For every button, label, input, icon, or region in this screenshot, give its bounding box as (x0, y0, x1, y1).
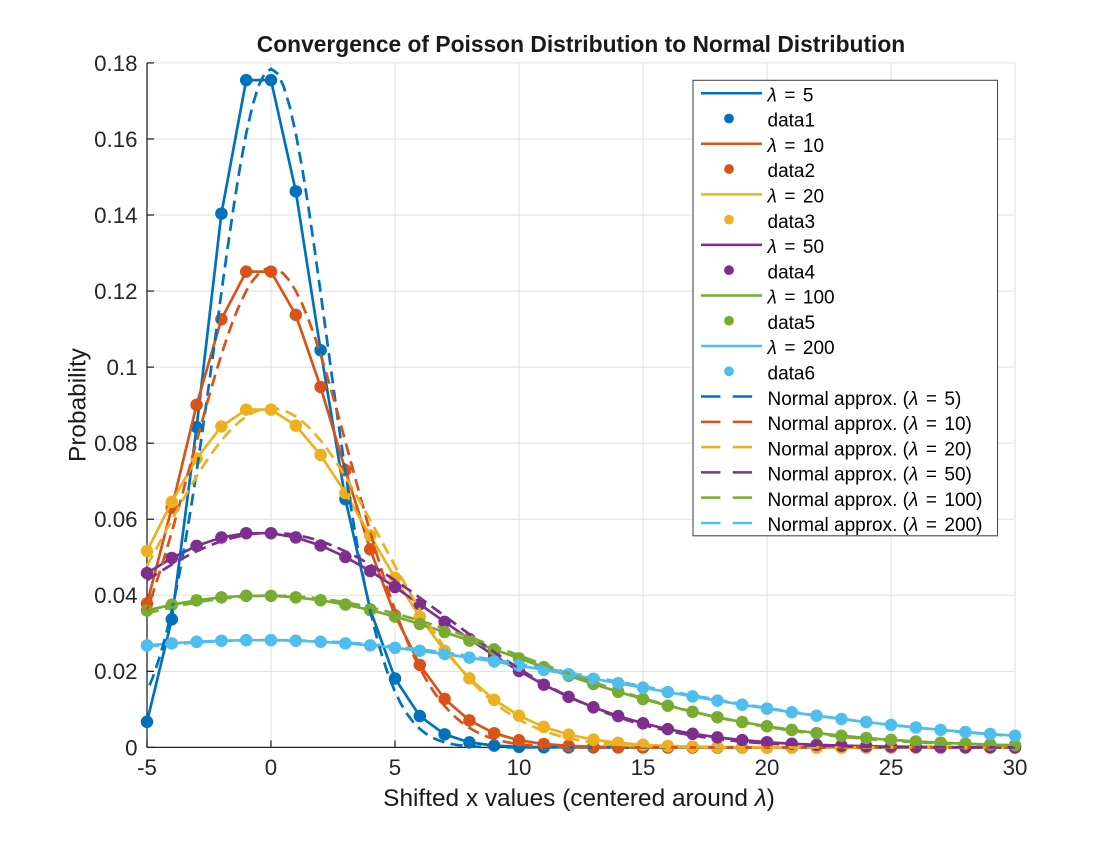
svg-text:Convergence of Poisson Distrib: Convergence of Poisson Distribution to N… (257, 31, 905, 57)
svg-text:λ = 100: λ = 100 (767, 288, 835, 309)
svg-text:15: 15 (631, 755, 656, 780)
svg-text:0.08: 0.08 (94, 431, 137, 456)
svg-text:Normal approx. (λ = 100): Normal approx. (λ = 100) (768, 490, 983, 511)
svg-text:data2: data2 (768, 161, 816, 182)
svg-text:0: 0 (125, 735, 137, 760)
svg-text:Probability: Probability (65, 347, 92, 462)
svg-text:data6: data6 (768, 363, 816, 384)
svg-text:0.12: 0.12 (94, 279, 137, 304)
svg-text:0: 0 (265, 755, 277, 780)
svg-text:0.04: 0.04 (94, 583, 137, 608)
svg-text:10: 10 (507, 755, 532, 780)
svg-text:data4: data4 (768, 262, 816, 283)
svg-text:0.02: 0.02 (94, 659, 137, 684)
svg-text:0.18: 0.18 (94, 51, 137, 76)
svg-text:λ = 50: λ = 50 (767, 237, 825, 258)
svg-text:data3: data3 (768, 212, 816, 233)
svg-text:-5: -5 (137, 755, 157, 780)
svg-text:data1: data1 (768, 111, 816, 132)
svg-text:data5: data5 (768, 313, 816, 334)
svg-text:Normal approx. (λ = 10): Normal approx. (λ = 10) (768, 414, 972, 435)
svg-text:λ = 20: λ = 20 (767, 187, 825, 208)
svg-text:0.14: 0.14 (94, 203, 137, 228)
svg-text:λ = 200: λ = 200 (767, 338, 835, 359)
svg-text:λ = 5: λ = 5 (767, 85, 814, 106)
svg-text:Normal approx. (λ = 200): Normal approx. (λ = 200) (768, 515, 983, 536)
svg-text:25: 25 (879, 755, 904, 780)
svg-text:5: 5 (389, 755, 401, 780)
svg-text:Normal approx. (λ = 5): Normal approx. (λ = 5) (768, 389, 962, 410)
svg-text:λ = 10: λ = 10 (767, 136, 825, 157)
svg-text:30: 30 (1003, 755, 1028, 780)
svg-text:0.06: 0.06 (94, 507, 137, 532)
svg-text:Normal approx. (λ = 20): Normal approx. (λ = 20) (768, 439, 972, 460)
svg-text:0.1: 0.1 (107, 355, 138, 380)
svg-text:20: 20 (755, 755, 780, 780)
svg-text:0.16: 0.16 (94, 127, 137, 152)
svg-text:Shifted x values (centered aro: Shifted x values (centered around λ) (383, 785, 775, 812)
svg-text:Normal approx. (λ = 50): Normal approx. (λ = 50) (768, 465, 972, 486)
